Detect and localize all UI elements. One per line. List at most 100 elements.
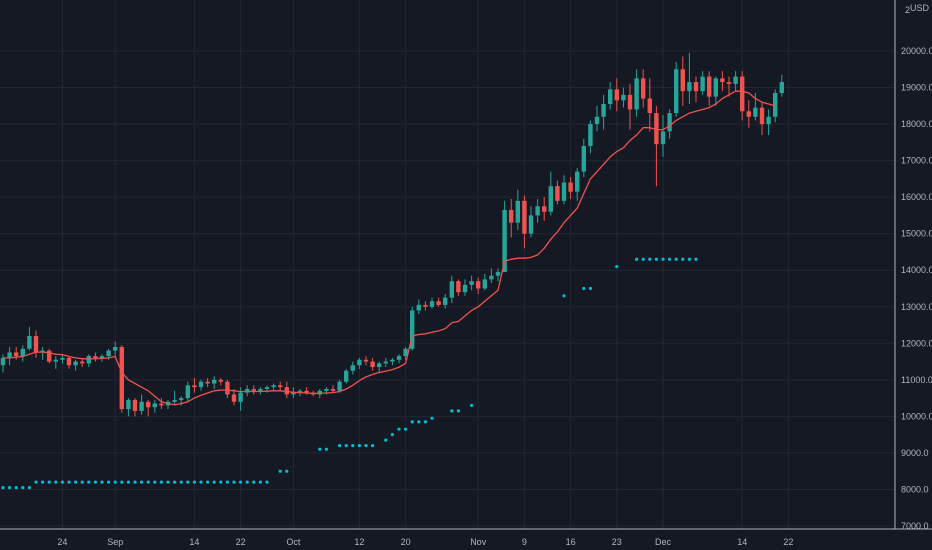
candle <box>680 56 685 106</box>
candle-body <box>495 272 501 276</box>
x-tick-label: 20 <box>401 537 411 547</box>
candle <box>542 197 547 221</box>
candle <box>436 297 441 307</box>
candle-body <box>621 94 626 101</box>
candle-body <box>740 76 745 112</box>
psar-dot <box>681 257 685 261</box>
candle <box>555 180 560 205</box>
candle-body <box>410 310 415 349</box>
candle <box>146 399 151 417</box>
y-tick-label: 15000.0 <box>901 229 932 239</box>
psar-dot <box>278 469 282 473</box>
candle-body <box>416 304 421 311</box>
candle <box>231 388 237 406</box>
x-tick-label: Nov <box>470 537 487 547</box>
candle-body <box>231 394 237 402</box>
psar-dot <box>562 294 566 298</box>
psar-dot <box>54 480 58 484</box>
candle <box>495 268 501 282</box>
candle <box>528 206 534 238</box>
candle-body <box>324 388 329 391</box>
candle <box>601 94 606 130</box>
candle-body <box>370 361 375 368</box>
x-tick-label: 24 <box>57 537 67 547</box>
psar-dot <box>635 257 639 261</box>
candle-body <box>205 381 210 384</box>
candle <box>73 359 78 371</box>
candle <box>647 78 652 132</box>
candle-series <box>0 52 784 417</box>
candle-body <box>350 365 355 371</box>
candle-body <box>212 379 217 384</box>
psar-dot <box>285 469 289 473</box>
candle-body <box>561 182 567 201</box>
psar-dot <box>364 444 368 448</box>
candle-body <box>608 89 613 104</box>
candle <box>40 346 45 360</box>
y-tick-label: 12000.0 <box>901 338 932 348</box>
y-tick-label: 13000.0 <box>901 302 932 312</box>
candle <box>53 356 58 369</box>
candle-body <box>291 392 296 395</box>
candle-body <box>330 388 336 391</box>
candle-body <box>344 370 349 382</box>
candle <box>377 361 382 373</box>
candle <box>278 381 283 391</box>
candle-body <box>99 356 105 358</box>
candle-body <box>403 348 408 357</box>
candle <box>192 378 197 393</box>
candle <box>654 105 659 187</box>
candle <box>707 71 712 106</box>
candle-body <box>627 94 633 110</box>
candle <box>370 357 375 371</box>
candle <box>740 71 745 121</box>
candle <box>476 277 481 294</box>
candle-body <box>588 124 593 146</box>
candle-body <box>601 103 606 117</box>
candle <box>759 102 765 136</box>
y-tick-label: 20000.0 <box>901 46 932 56</box>
candle <box>225 379 230 399</box>
psar-dot <box>417 420 421 424</box>
psar-dot <box>404 427 408 431</box>
candle-body <box>429 301 435 307</box>
y-tick-label: 17000.0 <box>901 156 932 166</box>
candle <box>152 399 157 413</box>
candle <box>594 105 600 132</box>
candle-body <box>53 359 58 362</box>
candle <box>429 297 435 309</box>
candle-body <box>132 399 138 411</box>
y-tick-label: 7000.0 <box>901 521 929 531</box>
psar-dot <box>179 480 183 484</box>
psar-dot <box>397 427 401 431</box>
psar-dot <box>133 480 137 484</box>
psar-dot <box>390 433 394 437</box>
candle-body <box>284 387 289 395</box>
psar-dot <box>87 480 91 484</box>
candle-body <box>674 69 679 114</box>
y-tick-label: 11000.0 <box>901 375 932 385</box>
psar-dot <box>588 286 593 291</box>
psar-dot <box>265 480 269 484</box>
candle <box>172 390 177 406</box>
x-tick-label: 22 <box>236 537 246 547</box>
psar-dot <box>252 480 256 484</box>
candle <box>779 74 784 97</box>
candle <box>713 76 718 106</box>
candle <box>344 368 349 384</box>
candle-body <box>106 350 111 357</box>
candle <box>522 195 527 249</box>
candle-body <box>337 381 342 391</box>
psar-dot <box>192 480 196 484</box>
candle-body <box>7 352 12 358</box>
candle-body <box>462 284 468 293</box>
psar-dot <box>80 480 84 484</box>
candle-body <box>47 350 52 362</box>
candle <box>33 330 39 358</box>
candle <box>509 198 514 238</box>
candle <box>766 109 771 136</box>
candle <box>575 167 580 201</box>
psar-dot <box>120 480 124 484</box>
